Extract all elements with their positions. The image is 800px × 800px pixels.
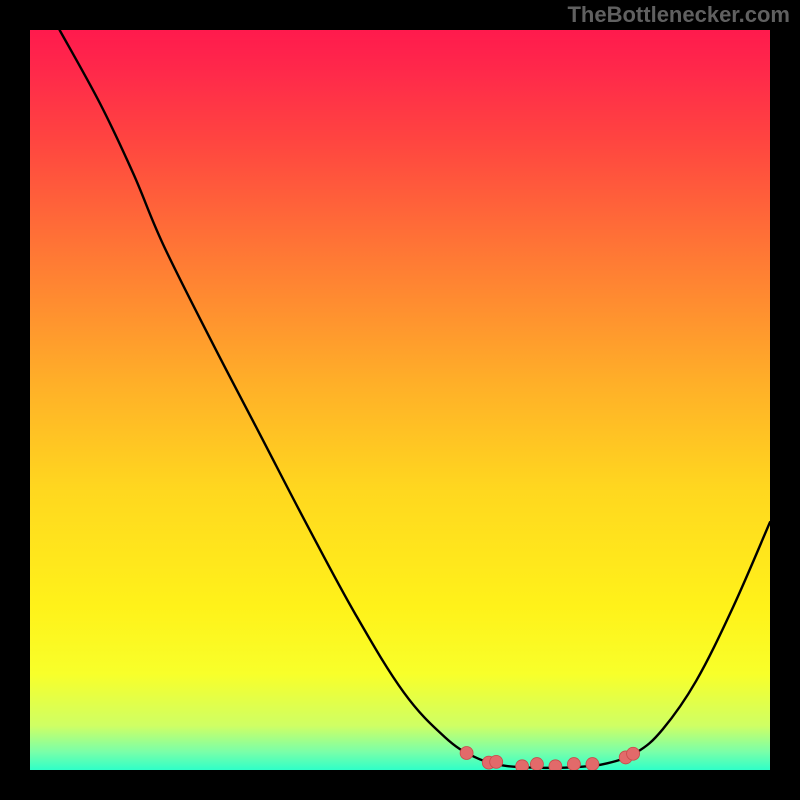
plot-area — [30, 30, 770, 770]
marker-point — [567, 758, 580, 770]
marker-point — [460, 746, 473, 759]
chart-svg — [30, 30, 770, 770]
marker-point — [490, 755, 503, 768]
marker-point — [549, 760, 562, 770]
chart-frame: TheBottlenecker.com — [0, 0, 800, 800]
marker-point — [627, 747, 640, 760]
marker-point — [586, 758, 599, 770]
marker-point — [530, 758, 543, 770]
marker-point — [516, 760, 529, 770]
watermark-text: TheBottlenecker.com — [567, 2, 790, 28]
gradient-background — [30, 30, 770, 770]
